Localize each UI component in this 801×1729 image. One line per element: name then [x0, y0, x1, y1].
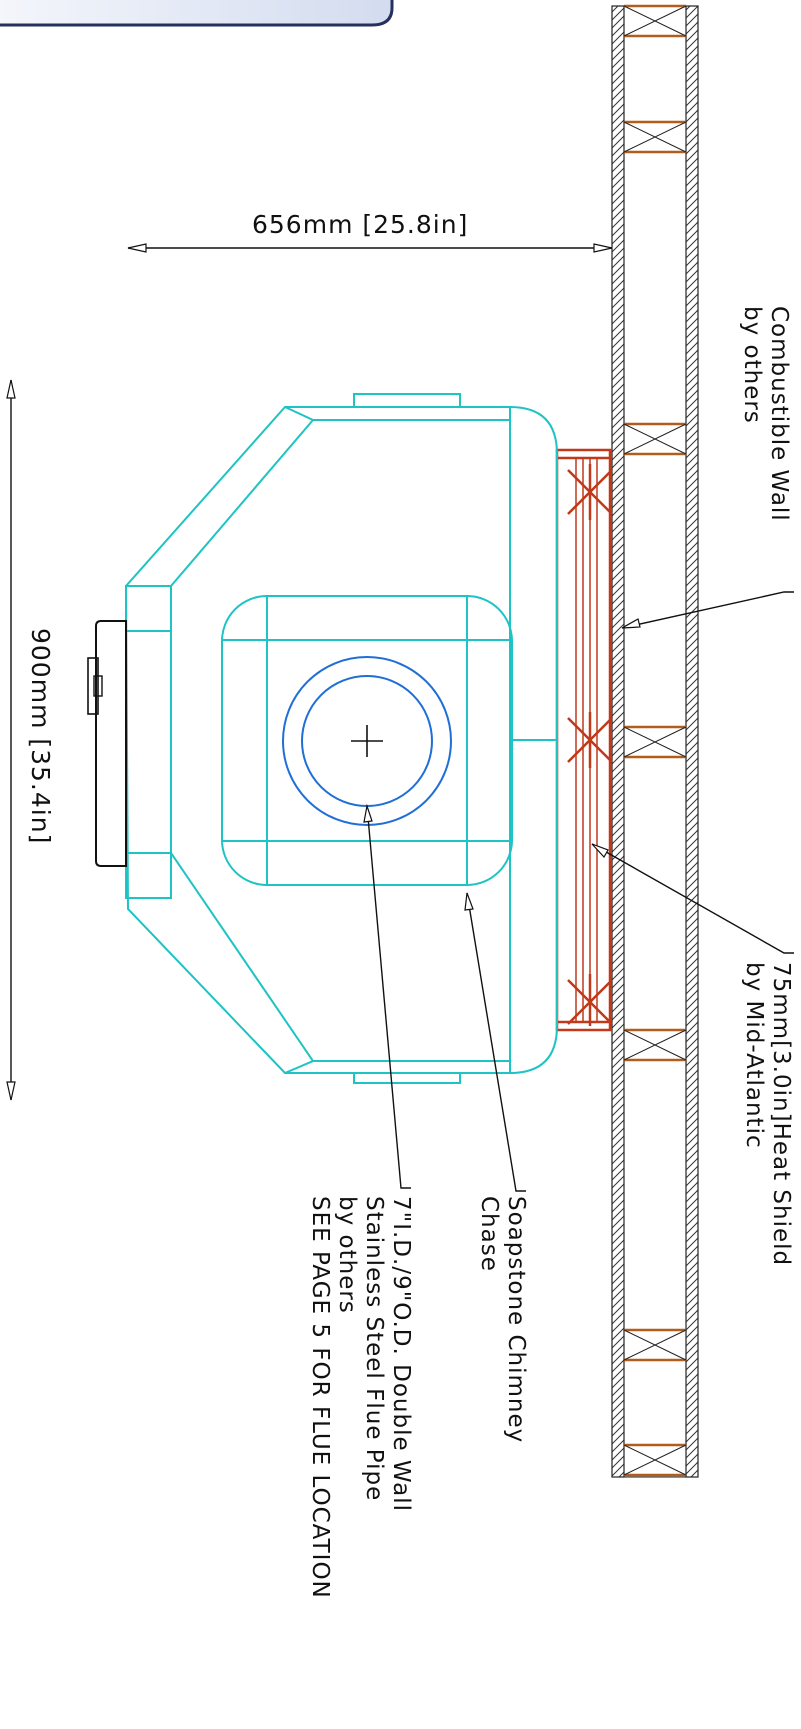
heat-shield — [555, 448, 613, 1032]
wall-stud — [623, 1028, 687, 1062]
stove-body — [124, 393, 558, 1084]
wall-stud — [623, 1443, 687, 1477]
title-tab — [0, 0, 394, 27]
flue-pipe-label: 7"I.D./9"O.D. Double Wall — [388, 1196, 414, 1512]
leader-combustible-wall — [621, 591, 794, 629]
dimension-depth-label: 656mm [25.8in] — [252, 210, 468, 239]
heat-shield-label: 75mm[3.0in]Heat Shield — [768, 962, 794, 1266]
dimension-width — [6, 379, 16, 1101]
flue-pipe — [282, 656, 452, 826]
heat-shield-label: by Mid-Atlantic — [741, 962, 767, 1149]
wall-stud — [623, 4, 687, 38]
wall-stud — [623, 1328, 687, 1362]
wall-stud — [623, 725, 687, 759]
combustible-wall — [611, 5, 699, 1478]
wall-stud — [623, 422, 687, 456]
leader-heat-shield — [591, 843, 794, 954]
dimension-width-label: 900mm [35.4in] — [26, 628, 55, 844]
flue-pipe-label: Stainless Steel Flue Pipe — [361, 1196, 387, 1501]
combustible-wall-label: Combustible Wall — [766, 306, 792, 522]
flue-pipe-label: SEE PAGE 5 FOR FLUE LOCATION — [307, 1196, 333, 1599]
leader-flue-pipe — [363, 803, 411, 1189]
wall-stud — [623, 120, 687, 154]
chimney-chase-label: Chase — [476, 1196, 502, 1272]
dimension-depth — [127, 243, 613, 253]
chimney-chase-label: Soapstone Chimney — [503, 1196, 529, 1443]
leader-chimney-chase — [464, 892, 526, 1192]
door-handle — [87, 620, 127, 867]
flue-pipe-label: by others — [334, 1196, 360, 1314]
combustible-wall-label: by others — [739, 306, 765, 424]
